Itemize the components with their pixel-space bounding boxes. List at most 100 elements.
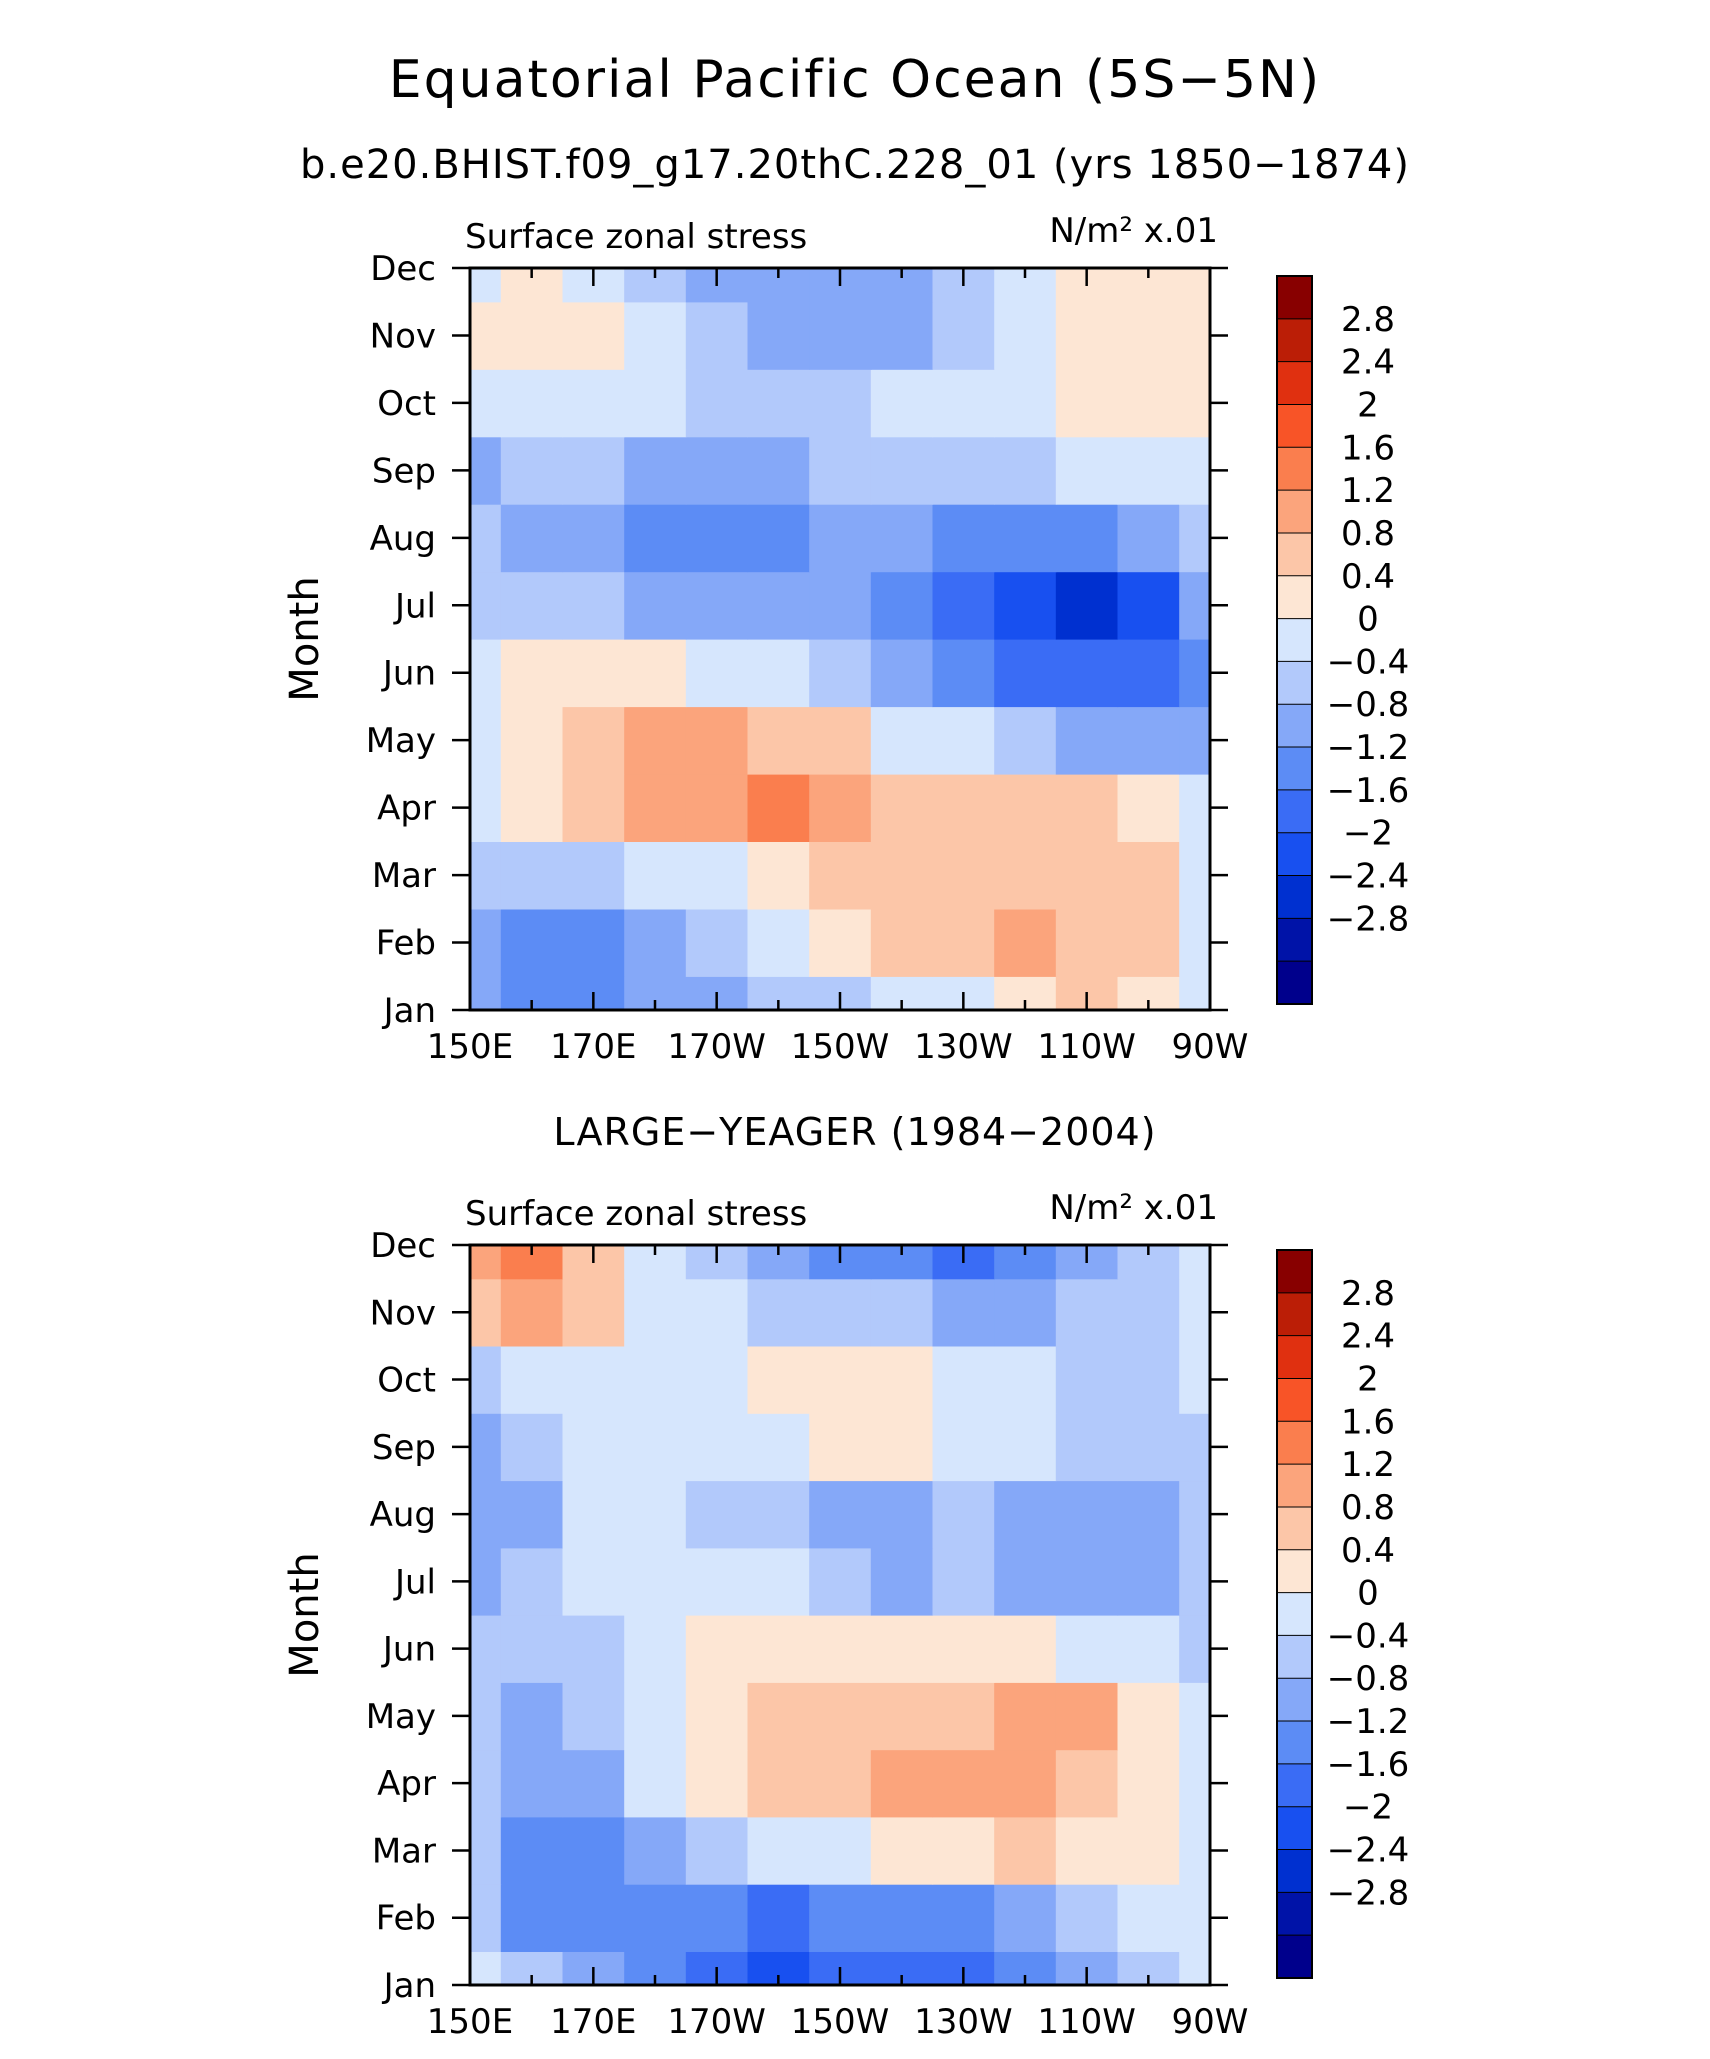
colorbar-segment bbox=[1277, 1250, 1312, 1294]
heatmap-cell bbox=[1055, 1278, 1119, 1347]
y-tick-label: Nov bbox=[370, 316, 436, 356]
heatmap-cell bbox=[685, 1278, 749, 1347]
x-tick-label: 90W bbox=[1172, 2002, 1249, 2042]
y-tick-label: Sep bbox=[372, 1428, 436, 1468]
heatmap-cell bbox=[562, 1615, 625, 1683]
heatmap-cell bbox=[932, 1547, 995, 1616]
colorbar-label: 1.6 bbox=[1341, 1402, 1395, 1442]
heatmap-cells bbox=[470, 268, 1210, 1010]
colorbar-segment bbox=[1277, 1678, 1312, 1722]
heatmap-cell bbox=[624, 1345, 687, 1414]
heatmap-cell bbox=[470, 369, 502, 438]
heatmap-cell bbox=[1055, 1682, 1119, 1751]
colorbar-label: −1.2 bbox=[1327, 1702, 1410, 1742]
heatmap-cell bbox=[562, 1413, 625, 1482]
heatmap-cell bbox=[470, 504, 502, 573]
heatmap-cell bbox=[932, 369, 995, 438]
colorbar-segment bbox=[1277, 1721, 1312, 1765]
heatmap-cell bbox=[994, 1480, 1057, 1549]
colorbar-segment bbox=[1277, 318, 1312, 363]
heatmap-cell bbox=[685, 1345, 749, 1414]
y-tick-label: Jul bbox=[393, 586, 436, 626]
y-tick-label: Mar bbox=[372, 856, 436, 896]
heatmap-cell bbox=[809, 908, 872, 977]
heatmap-cell bbox=[747, 773, 810, 842]
heatmap-cell bbox=[685, 1615, 749, 1683]
heatmap-cell bbox=[870, 369, 934, 438]
colorbar-label: −2 bbox=[1343, 1788, 1393, 1828]
heatmap-cell bbox=[1179, 504, 1210, 573]
panel2-title: LARGE−YEAGER (1984−2004) bbox=[553, 1110, 1157, 1154]
heatmap-cell bbox=[1179, 1345, 1210, 1414]
colorbar-segment bbox=[1277, 276, 1312, 320]
colorbar-segment bbox=[1277, 447, 1312, 491]
heatmap-cell bbox=[747, 1547, 810, 1616]
colorbar-label: −0.8 bbox=[1327, 1659, 1410, 1699]
heatmap-cell bbox=[470, 1278, 502, 1347]
colorbar-segment bbox=[1277, 1335, 1312, 1379]
y-tick-label: Sep bbox=[372, 451, 436, 491]
heatmap-cell bbox=[747, 1345, 810, 1414]
colorbar-label: 2.4 bbox=[1341, 343, 1395, 383]
heatmap-cell bbox=[747, 1278, 810, 1347]
heatmap-cell bbox=[1179, 841, 1210, 910]
heatmap-cell bbox=[994, 1547, 1057, 1616]
heatmap-cell bbox=[470, 1480, 502, 1549]
heatmap-cell bbox=[994, 1413, 1057, 1482]
heatmap-cell bbox=[994, 841, 1057, 910]
heatmap-cell bbox=[747, 571, 810, 640]
heatmap-cell bbox=[562, 773, 625, 842]
heatmap-cell bbox=[562, 1816, 625, 1885]
y-tick-label: Feb bbox=[376, 924, 436, 964]
heatmap-cell bbox=[470, 1245, 502, 1280]
units-label: N/m² x.01 bbox=[1049, 1188, 1218, 1228]
heatmap-cell bbox=[994, 706, 1057, 775]
colorbar-segment bbox=[1277, 1849, 1312, 1893]
colorbar-segment bbox=[1277, 575, 1312, 620]
colorbar-segment bbox=[1277, 875, 1312, 919]
heatmap-cell bbox=[870, 571, 934, 640]
y-tick-label: May bbox=[366, 721, 436, 761]
colorbar-label: 0.4 bbox=[1341, 1531, 1395, 1571]
heatmap-cell bbox=[685, 706, 749, 775]
x-tick-label: 150E bbox=[427, 2002, 513, 2042]
heatmap-cell bbox=[932, 1749, 995, 1818]
heatmap-cell bbox=[500, 1413, 564, 1482]
heatmap-cell bbox=[809, 1749, 872, 1818]
heatmap-cell bbox=[1179, 1884, 1210, 1952]
heatmap-cell bbox=[870, 1749, 934, 1818]
figure-title: Equatorial Pacific Ocean (5S−5N) bbox=[388, 50, 1322, 110]
heatmap-cell bbox=[562, 841, 625, 910]
heatmap-cell bbox=[1179, 301, 1210, 370]
colorbar-segment bbox=[1277, 1378, 1312, 1422]
heatmap-cell bbox=[1055, 773, 1119, 842]
heatmap-cell bbox=[809, 1884, 872, 1952]
heatmap-cell bbox=[1179, 436, 1210, 505]
heatmap-cell bbox=[624, 436, 687, 505]
heatmap-cell bbox=[932, 571, 995, 640]
colorbar-segment bbox=[1277, 490, 1312, 534]
heatmap-cell bbox=[1179, 571, 1210, 640]
heatmap-cell bbox=[500, 1749, 564, 1818]
heatmap-cell bbox=[1055, 1413, 1119, 1482]
heatmap-cell bbox=[500, 301, 564, 370]
heatmap-cell bbox=[685, 301, 749, 370]
heatmap-cell bbox=[1179, 976, 1210, 1010]
heatmap-cell bbox=[1117, 773, 1180, 842]
heatmap-cell bbox=[562, 1682, 625, 1751]
heatmap-cell bbox=[932, 706, 995, 775]
heatmap-cell bbox=[470, 1413, 502, 1482]
heatmap-cell bbox=[1055, 908, 1119, 977]
heatmap-cell bbox=[1179, 1951, 1210, 1985]
heatmap-cells bbox=[470, 1245, 1210, 1985]
colorbar-segment bbox=[1277, 1549, 1312, 1594]
heatmap-cell bbox=[1117, 1884, 1180, 1952]
colorbar-label: 0 bbox=[1357, 600, 1379, 640]
heatmap-cell bbox=[1117, 1480, 1180, 1549]
heatmap-cell bbox=[1117, 639, 1180, 708]
x-tick-label: 170E bbox=[550, 2002, 636, 2042]
colorbar-label: 2 bbox=[1357, 1359, 1379, 1399]
heatmap-cell bbox=[470, 908, 502, 977]
heatmap-cell bbox=[1179, 1278, 1210, 1347]
heatmap-cell bbox=[470, 571, 502, 640]
